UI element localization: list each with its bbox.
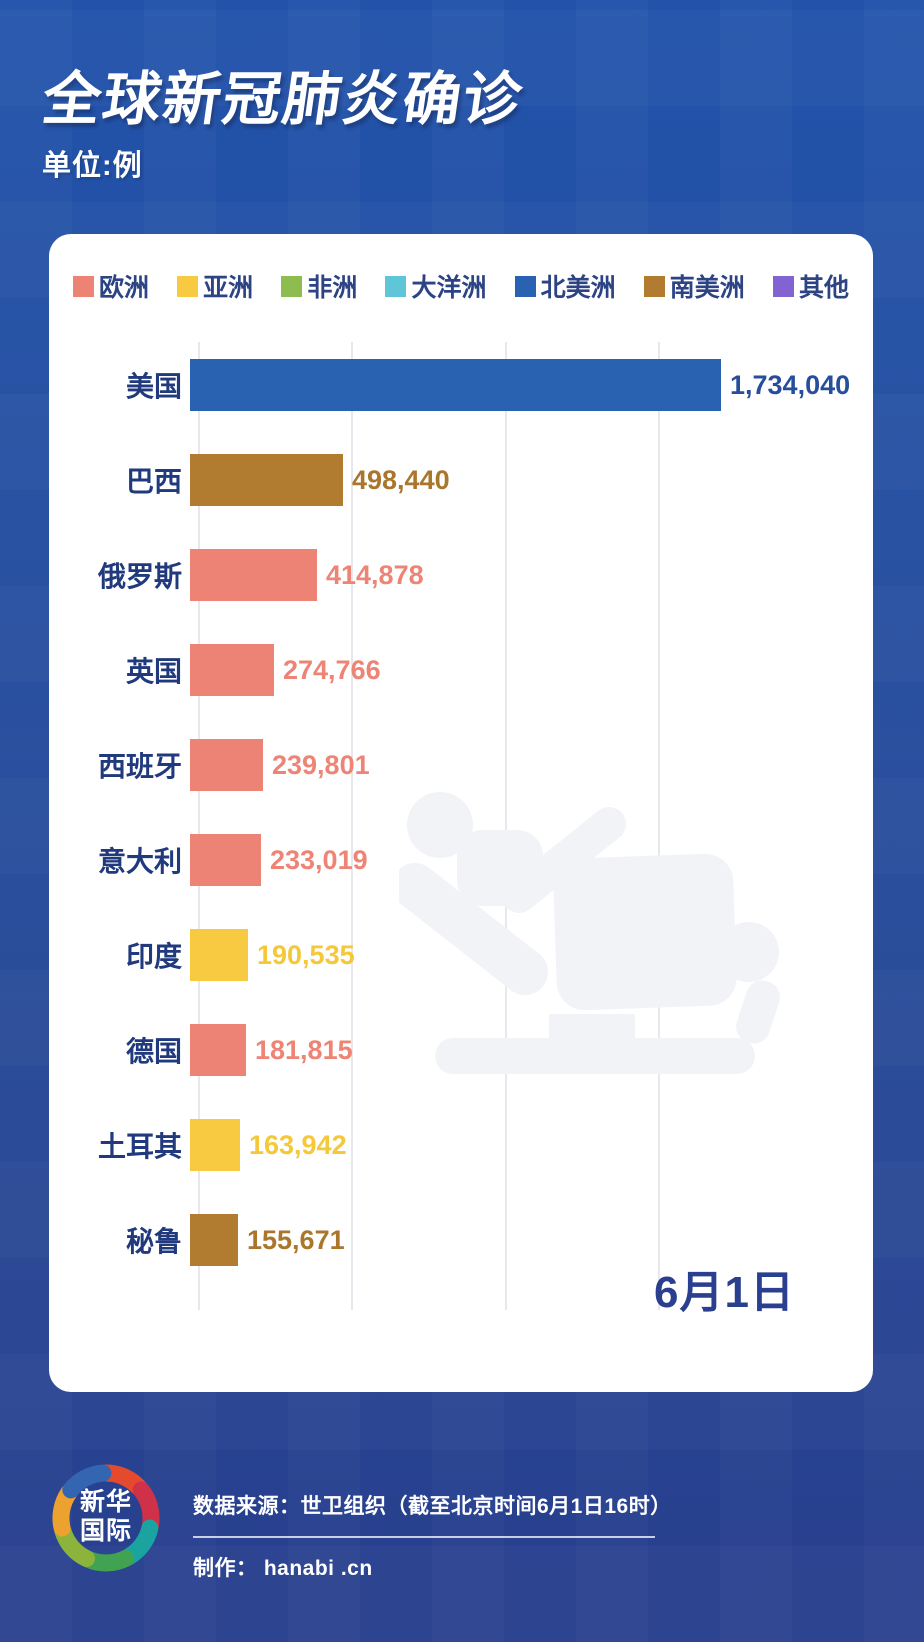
legend-swatch-icon: [73, 275, 94, 297]
country-label: 英国: [125, 656, 182, 687]
country-label: 土耳其: [97, 1131, 182, 1162]
legend-item: 亚洲: [177, 268, 253, 304]
gridline: [505, 342, 507, 1310]
legend-label: 欧洲: [99, 274, 150, 302]
bar-row: 印度 190,535: [49, 929, 873, 981]
country-label: 德国: [125, 1036, 182, 1067]
bar-value-label: 498,440: [352, 464, 450, 495]
legend-label: 亚洲: [203, 274, 254, 302]
logo-text-line2: 国际: [79, 1517, 132, 1545]
legend-label: 北美洲: [540, 274, 616, 302]
bar-value-label: 1,734,040: [730, 369, 851, 400]
legend-item: 北美洲: [514, 268, 616, 304]
chart-card: 欧洲 亚洲 非洲 大洋洲 北美洲 南美洲 其他 6月1日 美国 1,734,040 巴西 498,…: [49, 234, 873, 1392]
bar-row: 土耳其 163,942: [49, 1119, 873, 1171]
date-annotation: 6月1日: [654, 1268, 795, 1317]
bar-value-label: 155,671: [247, 1224, 345, 1255]
bar: [190, 359, 721, 411]
country-label: 秘鲁: [125, 1226, 182, 1257]
bar: [190, 834, 261, 886]
country-label: 巴西: [125, 466, 182, 497]
country-label: 意大利: [97, 846, 182, 877]
bar: [190, 1024, 246, 1076]
logo-ring-segment: [62, 1464, 112, 1499]
legend-item: 其他: [772, 268, 849, 304]
unit-label: 单位:例: [42, 150, 143, 182]
bar-row: 英国 274,766: [49, 644, 873, 696]
bar: [190, 644, 274, 696]
legend-swatch-icon: [514, 275, 536, 297]
legend-swatch-icon: [772, 275, 794, 297]
legend-item: 欧洲: [73, 268, 149, 304]
bar-value-label: 181,815: [255, 1034, 353, 1065]
logo-text: 新华 国际: [50, 1488, 162, 1546]
bar: [190, 739, 263, 791]
bar: [190, 1214, 238, 1266]
bar: [190, 929, 248, 981]
footer-divider: [193, 1536, 655, 1538]
country-label: 印度: [125, 941, 182, 972]
bar-row: 俄罗斯 414,878: [49, 549, 873, 601]
legend-label: 非洲: [307, 274, 358, 302]
bar: [190, 1119, 240, 1171]
country-label: 俄罗斯: [97, 561, 182, 592]
legend-label: 其他: [798, 274, 849, 302]
bar-value-label: 414,878: [326, 559, 424, 590]
bar-row: 巴西 498,440: [49, 454, 873, 506]
hospital-bed-patient-icon: [399, 792, 780, 1074]
page-title: 全球新冠肺炎确诊: [38, 67, 528, 132]
bar-chart-plot: 6月1日 美国 1,734,040 巴西 498,440 俄罗斯 414,878 英国 274…: [49, 234, 873, 1392]
bar-value-label: 163,942: [249, 1129, 347, 1160]
bar: [190, 454, 343, 506]
gridline: [198, 342, 200, 1310]
legend-swatch-icon: [385, 275, 407, 297]
legend-swatch-icon: [281, 275, 303, 297]
xinhua-international-logo: 新华 国际: [50, 1462, 162, 1574]
legend-item: 非洲: [281, 268, 357, 304]
bar-value-label: 239,801: [272, 749, 370, 780]
bar-row: 意大利 233,019: [49, 834, 873, 886]
legend-swatch-icon: [643, 275, 665, 297]
chart-legend: 欧洲 亚洲 非洲 大洋洲 北美洲 南美洲 其他: [49, 268, 873, 304]
credit-text: 制作： hanabi .cn: [193, 1557, 373, 1580]
bar-row: 秘鲁 155,671: [49, 1214, 873, 1266]
data-source-text: 数据来源：世卫组织（截至北京时间6月1日16时）: [193, 1495, 672, 1518]
legend-label: 大洋洲: [411, 274, 487, 302]
country-label: 西班牙: [97, 751, 182, 782]
legend-item: 南美洲: [643, 268, 745, 304]
bar-value-label: 190,535: [257, 939, 355, 970]
bar-row: 美国 1,734,040: [49, 359, 873, 411]
gridline: [658, 342, 660, 1310]
legend-label: 南美洲: [669, 274, 745, 302]
bar-row: 西班牙 239,801: [49, 739, 873, 791]
logo-swirl-ring-icon: [52, 1464, 160, 1572]
bar-row: 德国 181,815: [49, 1024, 873, 1076]
logo-text-line1: 新华: [79, 1488, 132, 1516]
legend-swatch-icon: [177, 275, 199, 297]
bar-value-label: 233,019: [270, 844, 368, 875]
gridline: [351, 342, 353, 1310]
bar: [190, 549, 317, 601]
bar-value-label: 274,766: [283, 654, 381, 685]
country-label: 美国: [125, 371, 182, 402]
legend-item: 大洋洲: [385, 268, 486, 304]
